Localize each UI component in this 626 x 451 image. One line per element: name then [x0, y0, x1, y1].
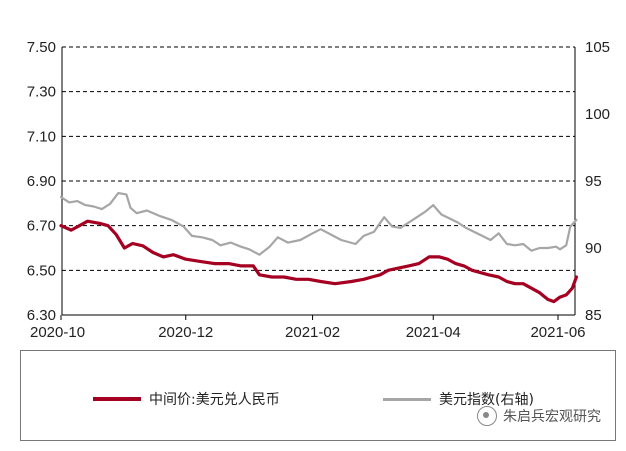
y-left-tick-label: 7.50 [27, 39, 56, 56]
y-right-tick-label: 95 [585, 173, 602, 190]
legend-item-cny: 中间价:美元兑人民币 [93, 389, 280, 409]
watermark: 朱启兵宏观研究 [477, 406, 601, 426]
wechat-icon [477, 406, 497, 426]
legend: 中间价:美元兑人民币 美元指数(右轴) 朱启兵宏观研究 [20, 350, 616, 441]
series-dxy-line [59, 192, 578, 256]
y-right-tick-labels: 105 100 95 90 85 [585, 39, 610, 324]
x-tick-label: 2020-10 [30, 324, 85, 341]
y-left-tick-label: 7.30 [27, 84, 56, 101]
legend-label-dxy: 美元指数(右轴) [439, 392, 534, 408]
y-right-tick-label: 100 [585, 106, 610, 123]
x-tick-label: 2021-02 [285, 324, 340, 341]
series-cny-line [59, 219, 579, 304]
y-right-tick-label: 85 [585, 307, 602, 324]
legend-label-cny: 中间价:美元兑人民币 [149, 392, 280, 408]
axes [60, 47, 576, 320]
x-tick-label: 2021-04 [406, 324, 461, 341]
gridlines [62, 46, 575, 271]
y-left-tick-labels: 7.50 7.30 7.10 6.90 6.70 6.50 6.30 [27, 39, 56, 324]
series-layer [59, 192, 579, 304]
legend-swatch-dxy [383, 397, 431, 401]
y-left-tick-label: 7.10 [27, 128, 56, 145]
x-tick-label: 2021-06 [530, 324, 585, 341]
watermark-text: 朱启兵宏观研究 [503, 409, 601, 425]
y-right-tick-label: 105 [585, 39, 610, 56]
legend-item-dxy: 美元指数(右轴) [383, 389, 534, 409]
y-left-tick-label: 6.90 [27, 173, 56, 190]
y-left-tick-label: 6.70 [27, 218, 56, 235]
y-left-tick-label: 6.50 [27, 262, 56, 279]
legend-swatch-cny [93, 397, 141, 401]
y-left-tick-label: 6.30 [27, 307, 56, 324]
y-right-tick-label: 90 [585, 240, 602, 257]
x-tick-label: 2020-12 [158, 324, 213, 341]
x-tick-labels: 2020-10 2020-12 2021-02 2021-04 2021-06 [30, 324, 586, 341]
